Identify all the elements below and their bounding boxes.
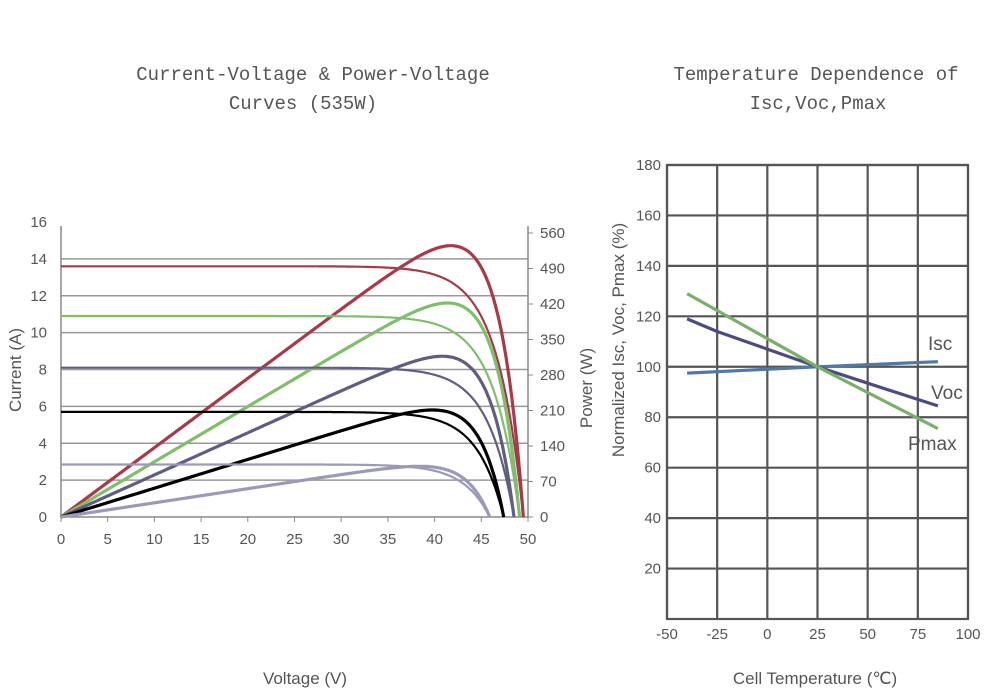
y-tick-label: 12 [30,288,47,305]
iv-y-axis-label: Current (A) [6,328,25,412]
series-label-pmax: Pmax [908,434,957,455]
y-tick-label: 6 [39,398,47,415]
iv-curve-4 [61,410,505,518]
y-tick-label: 10 [30,325,47,342]
y-tick-label: 140 [636,258,661,275]
y2-tick-label: 210 [540,403,565,420]
x-tick-label: 20 [239,531,256,548]
x-tick-label: 0 [57,531,65,548]
y-tick-label: 120 [636,308,661,325]
iv-x-axis-label: Voltage (V) [263,669,347,688]
y-tick-label: 14 [30,251,47,268]
pv-curve-4 [60,408,506,519]
temp-chart: -50 -25 0 25 50 75 100 20 40 60 80 100 120 140 160 180 I… [636,157,981,643]
y-tick-label: 4 [39,435,47,452]
y-tick-label: 100 [636,359,661,376]
iv-curve-2 [61,314,521,518]
x-tick-label: 5 [104,531,112,548]
y-tick-label: 160 [636,207,661,224]
y-tick-label: 40 [644,510,661,527]
temp-chart-title-line2: Isc,Voc,Pmax [750,93,887,115]
y-tick-label: 20 [644,561,661,578]
x-tick-label: 50 [520,531,537,548]
series-label-voc: Voc [931,383,963,404]
x-tick-label: 25 [809,626,826,643]
x-tick-label: 35 [380,531,397,548]
temp-chart-title-line1: Temperature Dependence of [673,64,958,86]
y-tick-label: 60 [644,460,661,477]
iv-curve-3 [61,366,516,518]
temp-x-axis-label: Cell Temperature (℃) [733,669,897,688]
x-tick-label: 40 [426,531,443,548]
x-tick-label: 0 [763,626,771,643]
iv-chart-title-line2: Curves (535W) [229,93,377,115]
pv-curve-3 [60,354,516,519]
y2-tick-label: 560 [540,225,565,242]
x-tick-label: 15 [193,531,210,548]
x-tick-label: 10 [146,531,163,548]
y2-tick-label: 70 [540,474,557,491]
x-tick-label: 30 [333,531,350,548]
y-tick-label: 180 [636,157,661,174]
y2-tick-label: 0 [540,509,548,526]
iv-curve-5 [61,463,491,518]
pv-curve-5 [60,464,492,519]
series-line-pmax [686,292,939,431]
temp-y-axis-label: Normalized Isc, Voc, Pmax (%) [609,223,628,457]
x-tick-label: 25 [286,531,303,548]
series-line-voc [686,317,939,408]
x-tick-label: 45 [473,531,490,548]
series-label-isc: Isc [928,334,952,355]
y-tick-label: 16 [30,214,47,231]
x-tick-label: -50 [656,626,678,643]
pv-curve-2 [60,301,522,519]
y-tick-label: 8 [39,362,47,379]
y2-tick-label: 420 [540,296,565,313]
y2-tick-label: 280 [540,367,565,384]
x-tick-label: -25 [706,626,728,643]
y-tick-label: 80 [644,409,661,426]
y2-tick-label: 490 [540,261,565,278]
x-tick-label: 75 [909,626,926,643]
iv-chart-title-line1: Current-Voltage & Power-Voltage [136,64,489,86]
y-tick-label: 2 [39,472,47,489]
y2-tick-label: 350 [540,332,565,349]
y-tick-label: 0 [39,509,47,526]
x-tick-label: 100 [955,626,980,643]
iv-y2-axis-label: Power (W) [577,348,596,428]
pv-curve-1 [60,244,525,519]
iv-curve-1 [61,265,525,518]
y2-tick-label: 140 [540,438,565,455]
x-tick-label: 50 [859,626,876,643]
